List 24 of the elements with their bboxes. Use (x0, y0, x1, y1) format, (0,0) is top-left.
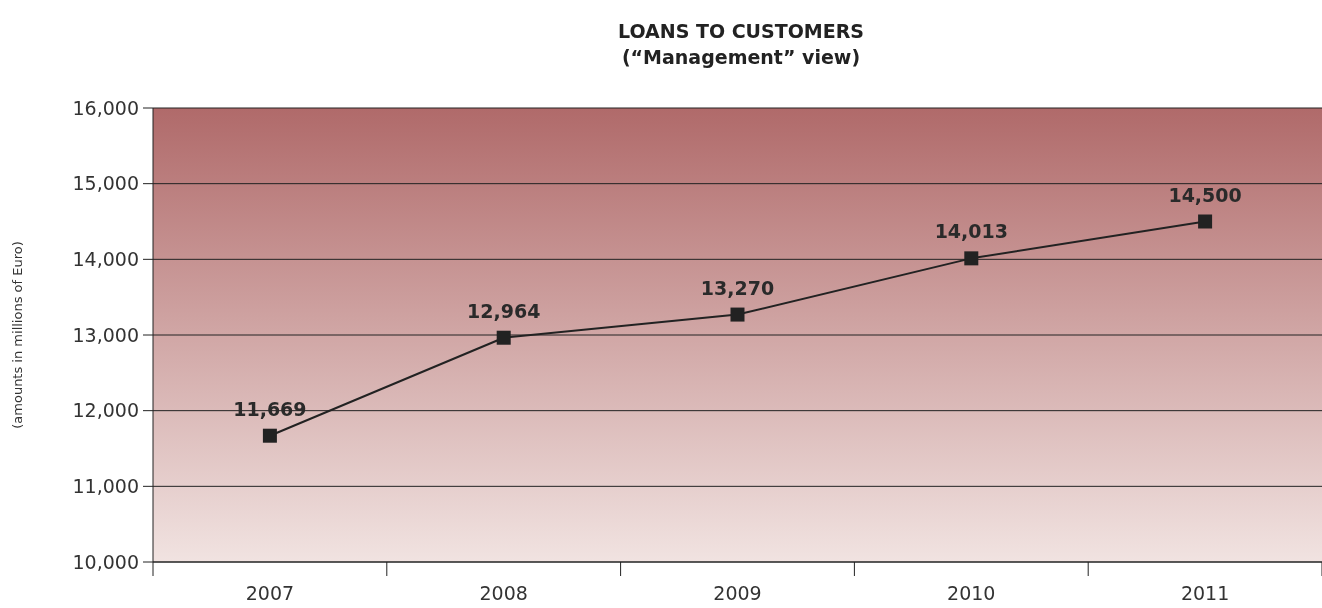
point (496, 330, 511, 345)
y-tick-label: 15,000 (72, 172, 139, 195)
point (964, 251, 979, 266)
y-tick-label: 11,000 (72, 474, 139, 497)
y-axis-title: (amounts in millions of Euro) (10, 241, 25, 429)
data-label: 14,500 (1168, 183, 1242, 206)
x-tick-label: 2009 (713, 582, 762, 604)
point (262, 428, 277, 443)
data-label: 14,013 (934, 220, 1008, 243)
chart-subtitle: (“Management” view) (621, 46, 861, 68)
chart-title: LOANS TO CUSTOMERS (617, 20, 865, 42)
x-tick-label: 2011 (1180, 582, 1230, 604)
y-tick-label: 10,000 (72, 550, 139, 573)
y-tick-label: 13,000 (72, 323, 139, 346)
y-tick-label: 12,000 (72, 399, 139, 422)
y-tick-label: 14,000 (72, 247, 139, 270)
data-label: 13,270 (700, 276, 775, 299)
point (730, 307, 745, 322)
x-tick-label: 2010 (947, 582, 996, 604)
x-tick-label: 2008 (479, 582, 528, 604)
y-tick-label: 16,000 (72, 96, 139, 119)
data-label: 12,964 (467, 299, 541, 322)
point (1198, 214, 1213, 229)
x-tick-label: 2007 (245, 582, 295, 604)
